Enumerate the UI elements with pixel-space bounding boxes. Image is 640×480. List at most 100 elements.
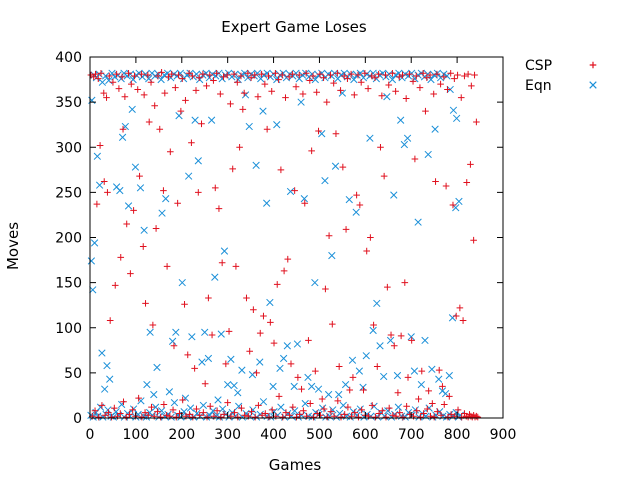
data-point xyxy=(342,226,350,233)
data-point xyxy=(363,247,371,255)
data-point xyxy=(206,71,214,79)
data-point xyxy=(163,263,171,270)
data-point xyxy=(384,283,391,291)
data-point xyxy=(174,199,181,207)
data-point xyxy=(169,406,177,414)
data-point xyxy=(461,72,468,80)
data-point xyxy=(300,195,308,203)
data-point xyxy=(143,380,151,389)
data-point xyxy=(191,365,198,372)
data-point xyxy=(179,396,186,404)
data-point xyxy=(347,70,355,78)
data-point xyxy=(106,317,114,324)
data-point xyxy=(370,321,377,329)
data-point xyxy=(191,116,199,124)
data-point xyxy=(210,77,217,84)
data-point xyxy=(334,397,342,405)
data-point xyxy=(232,263,240,270)
data-point xyxy=(158,69,165,76)
data-point xyxy=(138,413,146,421)
data-point xyxy=(322,285,329,293)
data-point xyxy=(468,82,475,90)
data-point xyxy=(399,71,406,79)
data-point xyxy=(139,243,147,250)
data-point xyxy=(156,125,164,133)
data-point xyxy=(423,405,431,413)
data-point xyxy=(287,360,295,368)
data-point xyxy=(267,319,274,326)
data-point xyxy=(200,409,207,416)
data-point xyxy=(259,107,267,115)
data-point xyxy=(150,412,158,420)
data-point xyxy=(209,407,217,415)
data-point xyxy=(445,371,453,380)
data-point xyxy=(352,208,360,216)
data-point xyxy=(119,125,127,133)
data-point xyxy=(344,75,351,82)
data-point xyxy=(385,81,393,89)
data-point xyxy=(270,339,278,347)
data-point xyxy=(455,197,463,206)
data-point xyxy=(310,413,317,421)
data-point xyxy=(327,71,334,79)
data-point xyxy=(371,74,379,82)
data-point xyxy=(220,73,227,81)
data-point xyxy=(217,90,224,98)
data-point xyxy=(192,87,200,94)
data-point xyxy=(198,358,206,366)
data-point xyxy=(116,186,124,195)
data-point xyxy=(248,371,257,379)
data-point xyxy=(312,367,319,375)
data-point xyxy=(265,413,273,421)
data-point xyxy=(375,410,383,417)
data-point xyxy=(372,413,379,421)
data-point xyxy=(141,409,149,416)
data-point xyxy=(97,69,105,77)
data-point xyxy=(432,178,439,185)
data-point xyxy=(299,90,307,98)
data-point xyxy=(471,71,478,79)
data-point xyxy=(351,409,359,416)
data-point xyxy=(151,102,159,110)
data-point xyxy=(144,71,152,79)
data-point xyxy=(113,70,120,78)
data-point xyxy=(115,85,123,92)
data-point xyxy=(117,254,125,261)
data-point xyxy=(234,75,242,84)
data-point xyxy=(247,74,255,82)
data-point xyxy=(341,411,348,418)
data-point xyxy=(425,387,432,395)
data-point xyxy=(346,413,354,421)
chart-title: Expert Game Loses xyxy=(221,18,367,36)
data-point xyxy=(153,363,161,372)
data-point xyxy=(440,401,448,408)
data-point xyxy=(289,403,297,411)
data-point xyxy=(96,403,105,411)
data-point xyxy=(306,400,314,407)
data-point xyxy=(276,364,284,373)
data-point xyxy=(412,72,420,80)
data-point xyxy=(263,125,271,133)
data-point xyxy=(136,172,143,180)
data-point xyxy=(315,127,322,135)
data-point xyxy=(387,331,395,339)
data-point xyxy=(437,80,444,88)
data-point xyxy=(218,405,227,413)
data-point xyxy=(353,191,360,199)
data-point xyxy=(95,181,104,189)
data-point xyxy=(356,201,364,209)
data-point xyxy=(403,402,410,410)
data-point xyxy=(367,234,374,241)
data-point xyxy=(111,282,119,289)
data-point xyxy=(238,404,245,412)
data-point xyxy=(433,70,441,78)
data-point xyxy=(177,413,185,421)
data-point xyxy=(207,116,216,124)
data-point xyxy=(383,93,391,101)
data-point xyxy=(182,97,189,104)
data-point xyxy=(243,294,250,302)
data-point xyxy=(324,390,333,399)
y-tick-label: 100 xyxy=(55,321,82,337)
data-point xyxy=(464,70,472,78)
data-point xyxy=(447,411,455,418)
